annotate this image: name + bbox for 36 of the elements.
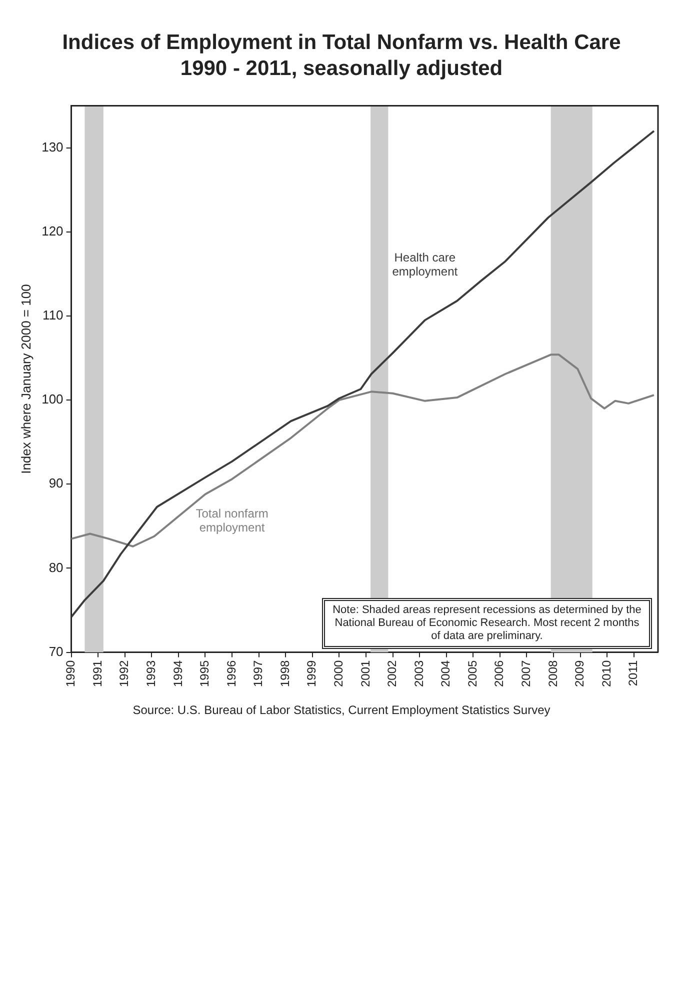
x-tick-label: 1991	[90, 660, 104, 688]
x-tick-label: 1993	[144, 660, 158, 688]
x-tick-label: 2002	[385, 660, 400, 688]
x-tick-label: 1990	[64, 660, 78, 688]
x-tick-label: 1995	[198, 660, 212, 688]
x-tick-label: 2004	[438, 660, 453, 688]
x-tick-label: 1999	[304, 660, 319, 688]
y-tick-label: 90	[48, 476, 64, 491]
chart-subtitle: 1990 - 2011, seasonally adjusted	[179, 56, 504, 82]
x-tick-label: 2006	[492, 660, 506, 688]
x-tick-label: 2007	[519, 660, 534, 688]
series-label: Total nonfarm employment	[196, 506, 268, 534]
x-tick-label: 2009	[572, 660, 587, 688]
source-note: Source: U.S. Bureau of Labor Statistics, Current Employment Statistics Survey	[132, 703, 552, 717]
x-tick-label: 2008	[546, 660, 560, 688]
x-tick-label: 2003	[412, 660, 426, 688]
chart-title: Indices of Employment in Total Nonfarm vs. Health Care	[61, 30, 622, 56]
x-tick-label: 2011	[626, 660, 640, 686]
series-label: Health care employment	[392, 250, 458, 279]
x-tick-label: 1994	[170, 660, 185, 688]
y-tick-label: 80	[48, 560, 64, 575]
x-tick-label: 1992	[117, 660, 132, 688]
x-tick-label: 1998	[278, 660, 292, 688]
x-tick-label: 2001	[358, 660, 372, 688]
y-tick-label: 70	[48, 644, 64, 659]
x-tick-label: 2010	[599, 660, 614, 688]
annotation: Note: Shaded areas represent recessions as determined by the National Bureau of Economic Research. Most recent 2 months of data are preliminary.	[322, 598, 652, 650]
x-tick-label: 1996	[224, 660, 238, 688]
y-tick-label: 100	[42, 392, 64, 407]
y-tick-label: 130	[42, 139, 64, 154]
x-tick-label: 2000	[332, 660, 346, 688]
y-tick-label: 110	[42, 308, 64, 323]
y-axis-title: Index where January 2000 = 100	[18, 284, 34, 474]
x-tick-label: 2005	[465, 660, 480, 688]
y-tick-label: 120	[42, 223, 64, 238]
x-tick-label: 1997	[251, 660, 266, 688]
